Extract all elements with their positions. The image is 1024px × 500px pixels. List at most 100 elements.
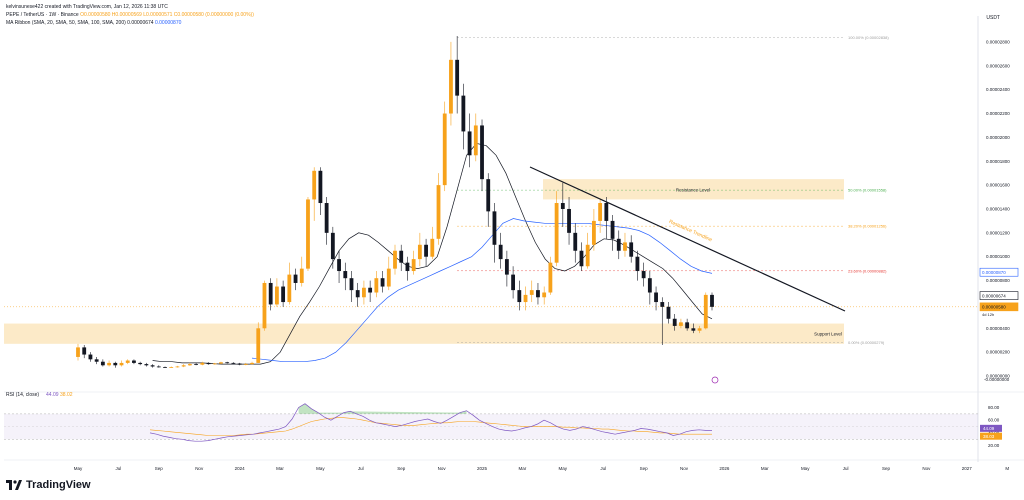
- x-tick-label: M: [1005, 466, 1009, 471]
- candle-body: [480, 125, 484, 180]
- price-tag-2: 0.00000580: [982, 305, 1006, 310]
- candle-body: [100, 361, 105, 366]
- y-tick-label: 0.00000400: [986, 326, 1010, 331]
- candle-body: [219, 362, 223, 364]
- rsi-ma-line: [149, 417, 712, 436]
- candle-body: [647, 278, 652, 293]
- candle-body: [281, 286, 286, 303]
- candle-body: [703, 294, 708, 329]
- candle-body: [616, 238, 621, 251]
- candle-body: [82, 347, 87, 355]
- candle-body: [430, 238, 435, 257]
- rsi-line: [149, 403, 712, 442]
- candle-body: [206, 362, 211, 365]
- price-tag-box-1: [979, 291, 1019, 300]
- fib-label-4: 0.00% (0.00000279): [848, 340, 885, 345]
- x-tick-label: Nov: [438, 466, 447, 471]
- candle-body: [243, 364, 248, 365]
- candle-body: [504, 259, 509, 275]
- x-tick-label: Jul: [843, 466, 849, 471]
- candle-body: [125, 360, 130, 363]
- candle-body: [579, 250, 584, 267]
- y-tick-label: 0.00000200: [986, 350, 1010, 355]
- symbol-line: PEPE / TetherUS · 1W · Binance O0.000005…: [6, 12, 254, 18]
- candle-body: [380, 278, 385, 287]
- candle-body: [449, 59, 453, 114]
- candle-body: [542, 292, 547, 298]
- y-tick-label: 0.00002400: [986, 87, 1010, 92]
- candle-body: [330, 232, 335, 260]
- candle-body: [660, 302, 665, 307]
- candle-body: [417, 244, 422, 260]
- y-tick-label: 0.00002800: [986, 39, 1010, 44]
- candle-body: [268, 282, 273, 305]
- candle-body: [374, 278, 379, 293]
- candle-body: [399, 250, 404, 263]
- candle-body: [237, 363, 242, 365]
- candle-body: [231, 362, 236, 364]
- x-tick-label: Sep: [155, 466, 164, 471]
- rsi-tag-box-1: [980, 432, 1002, 440]
- candle-body: [529, 290, 534, 295]
- candle-body: [212, 363, 217, 365]
- x-tick-label: Nov: [195, 466, 204, 471]
- x-tick-label: 2024: [235, 466, 246, 471]
- bar-countdown: 4d 12h: [982, 312, 994, 317]
- y-tick-label: 0.00001600: [986, 183, 1010, 188]
- candle-body: [250, 362, 254, 365]
- x-tick-label: Mar: [519, 466, 527, 471]
- candle-body: [511, 274, 516, 291]
- candle-body: [343, 271, 348, 279]
- symbol-title[interactable]: PEPE / TetherUS · 1W · Binance: [6, 12, 79, 18]
- fib-label-3: 23.60% (0.00000882): [848, 268, 887, 273]
- x-tick-label: Sep: [882, 466, 891, 471]
- events-marker-icon: [711, 376, 719, 384]
- candle-body: [194, 364, 199, 365]
- y-tick-label: 0.00000000: [986, 374, 1010, 379]
- candle-body: [306, 199, 310, 269]
- candle-body: [585, 244, 590, 267]
- rsi-tag-1: 38.03: [983, 434, 995, 439]
- candle-body: [604, 203, 609, 221]
- candle-body: [710, 294, 714, 307]
- ma50-line: [251, 218, 713, 363]
- candle-body: [679, 322, 683, 326]
- price-tag-box-2: [979, 302, 1019, 312]
- ma-value-50: 0.00000870: [154, 20, 182, 26]
- rsi-overbought-fill: [298, 403, 467, 414]
- brand[interactable]: TradingView: [6, 479, 91, 491]
- y-tick-negative: -0.00000000: [984, 377, 1010, 382]
- ohlc-values: O0.00000580 H0.00000569 L0.00000571 C0.0…: [80, 12, 254, 18]
- price-tag-0: 0.00000870: [982, 270, 1006, 275]
- candle-body: [349, 278, 354, 291]
- candle-body: [144, 364, 149, 366]
- candle-body: [623, 242, 627, 251]
- support-zone-label: Support Level: [814, 332, 842, 337]
- tradingview-logo-icon: [6, 480, 22, 490]
- candle-body: [150, 365, 155, 367]
- rsi-value: 44.09: [46, 392, 59, 398]
- x-tick-label: Jul: [358, 466, 364, 471]
- candle-body: [635, 256, 640, 272]
- candle-body: [318, 170, 323, 204]
- x-tick-label: Sep: [397, 466, 406, 471]
- x-tick-label: Jul: [116, 466, 122, 471]
- candle-body: [274, 286, 279, 305]
- candle-body: [436, 185, 441, 239]
- x-tick-label: 2026: [719, 466, 730, 471]
- candle-body: [697, 328, 702, 331]
- x-tick-label: May: [801, 466, 810, 471]
- candle-body: [299, 268, 304, 283]
- candle-body: [138, 362, 143, 365]
- currency-label: USDT: [986, 15, 1000, 21]
- x-tick-label: Mar: [761, 466, 769, 471]
- candle-body: [262, 282, 267, 329]
- candle-body: [156, 366, 161, 368]
- candle-body: [368, 287, 373, 293]
- candle-body: [641, 271, 646, 279]
- rsi-ma-value: 38.02: [60, 392, 73, 398]
- y-tick-label: 0.00001200: [986, 230, 1010, 235]
- ma-ribbon-label[interactable]: MA Ribbon (SMA, 20, SMA, 50, SMA, 100, S…: [6, 20, 126, 26]
- candle-body: [461, 95, 466, 132]
